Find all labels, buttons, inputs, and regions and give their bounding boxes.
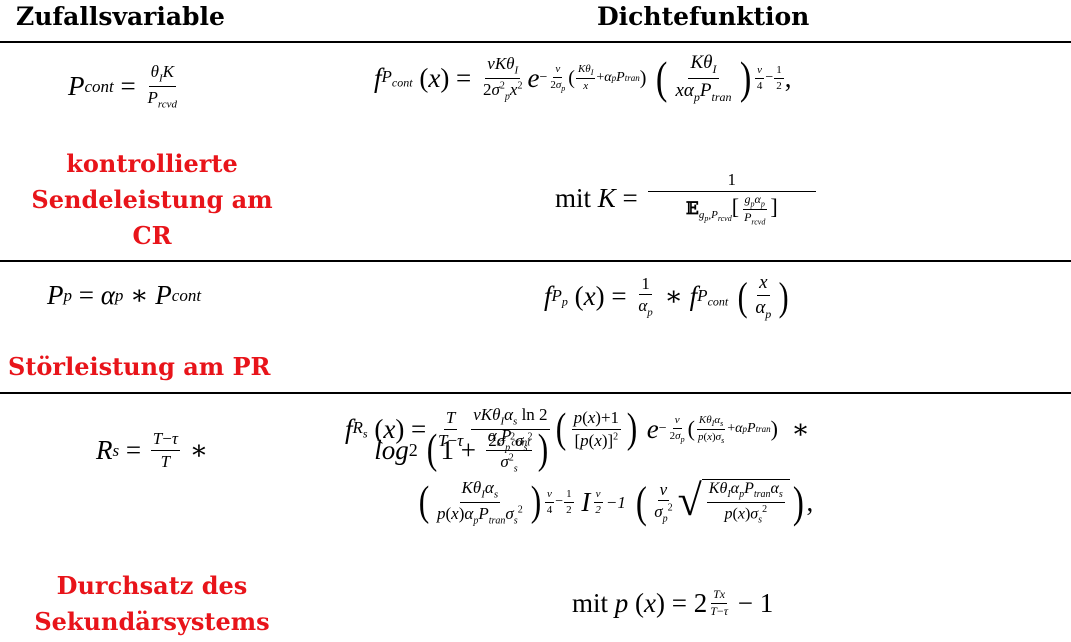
row2-description: Störleistung am PR bbox=[8, 352, 271, 381]
header-variable: Zufallsvariable bbox=[16, 2, 225, 31]
header-density: Dichtefunktion bbox=[597, 2, 810, 31]
row1-rule bbox=[0, 260, 1071, 262]
row1-description-line1: kontrollierte bbox=[66, 149, 238, 178]
row1-description: kontrollierte Sendeleistung am CR bbox=[0, 146, 304, 254]
formula-rs-density-line1: f Rs (x) = T T−τ νKθIαs ln 2 2σp2σs2 (p(x)+… bbox=[345, 405, 810, 454]
formula-p-definition: mit p (x) = 2 Tx T−τ − 1 bbox=[572, 587, 774, 618]
row1-description-line2: Sendeleistung am bbox=[31, 185, 273, 214]
formula-k-definition: mit K = 1 𝔼gp,Prcvd[gpαp Prcvd] bbox=[555, 170, 819, 227]
formula-pp-density: f Pp (x) = 1 αp ∗ f Pcont (x αp) bbox=[544, 272, 789, 321]
formula-pcont-density: f Pcont (x) = νKθI 2σ2px2 e − ν 2σp(KθI x + α p P… bbox=[374, 51, 792, 104]
header-rule bbox=[0, 41, 1071, 43]
row1-description-line3: CR bbox=[132, 221, 172, 250]
row2-rule bbox=[0, 392, 1071, 394]
row3-description-line1: Durchsatz des bbox=[56, 571, 248, 600]
row3-description-line2: Sekundärsystems bbox=[34, 607, 270, 636]
row3-description: Durchsatz des Sekundärsystems bbox=[0, 568, 304, 640]
